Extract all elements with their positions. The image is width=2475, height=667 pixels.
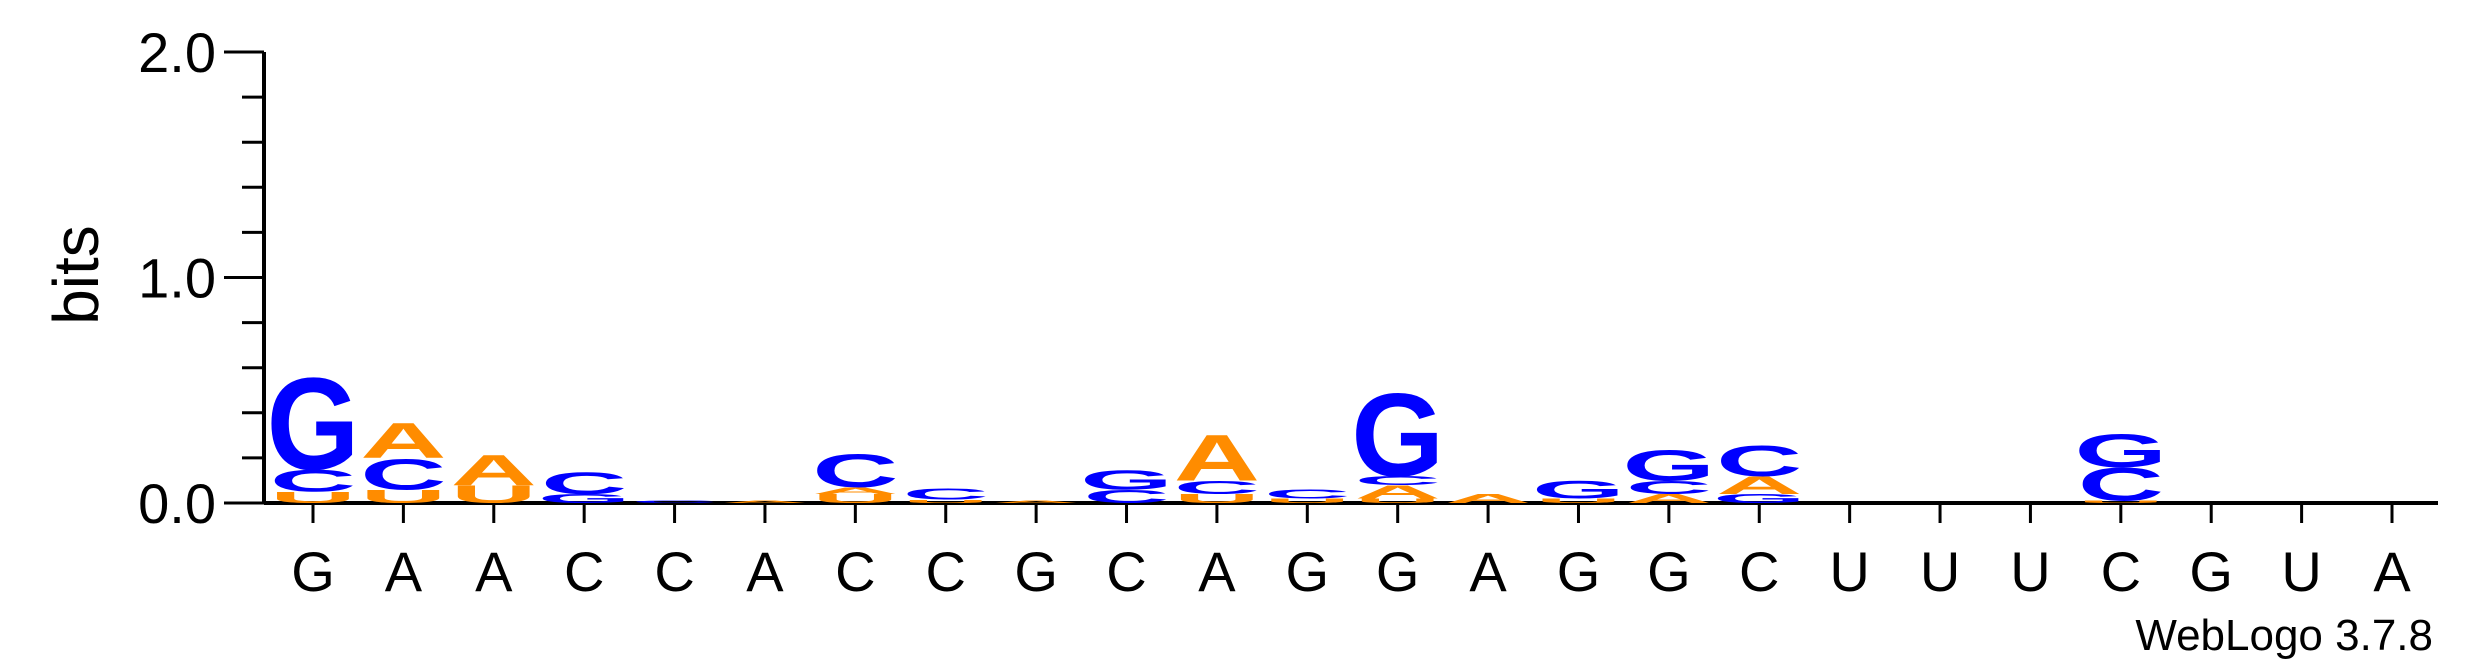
logo-glyph-c: C (1716, 437, 1802, 486)
position-label: G (1286, 540, 1330, 603)
logo-glyph-u: U (812, 492, 898, 506)
logo-glyph-u: U (451, 481, 537, 509)
position-label: G (1014, 540, 1058, 603)
y-tick-label: 2.0 (138, 21, 216, 84)
position-label: C (926, 540, 966, 603)
position-label: G (1557, 540, 1601, 603)
logo-glyph-c: C (1626, 477, 1712, 498)
y-axis-title: bits (40, 225, 112, 325)
position-label: U (1920, 540, 1960, 603)
logo-glyph-g: G (1532, 476, 1625, 504)
logo-glyph-c: C (2078, 459, 2164, 511)
logo-glyph-a: A (1445, 492, 1531, 506)
logo-glyph-u: U (1355, 497, 1441, 504)
position-label: A (1469, 540, 1507, 603)
logo-glyph-g: G (1351, 369, 1444, 502)
position-label: C (835, 540, 875, 603)
logo-glyph-c: C (541, 466, 627, 501)
logo-glyph-g: G (538, 492, 631, 506)
y-axis: 0.0 1.0 2.0 (138, 21, 266, 535)
logo-glyph-g: G (1713, 492, 1806, 506)
position-label: A (385, 540, 423, 603)
logo-glyph-c: C (903, 486, 989, 503)
position-label: U (2010, 540, 2050, 603)
logo-glyph-u: U (1264, 497, 1350, 504)
position-label: A (1198, 540, 1236, 603)
logo-glyph-u: U (270, 489, 356, 506)
position-label: C (2101, 540, 2141, 603)
logo-glyph-a: A (360, 413, 446, 469)
position-label: G (1647, 540, 1691, 603)
logo-glyph-a: A (1626, 492, 1712, 506)
position-label: A (475, 540, 513, 603)
logo-glyph-g: G (267, 350, 360, 498)
logo-glyph-u: U (360, 486, 446, 507)
logo-glyph-a: A (722, 500, 808, 503)
logo-glyph-a: A (1355, 482, 1441, 503)
logo-glyph-u: U (2078, 500, 2164, 503)
position-label: G (2189, 540, 2233, 603)
logo-glyph-c: C (1355, 474, 1441, 488)
logo-glyph-a: A (451, 446, 537, 495)
position-label: C (1739, 540, 1779, 603)
y-tick-label: 0.0 (138, 472, 216, 535)
logo-glyph-c: C (812, 445, 898, 497)
logo-glyph-c: C (360, 450, 446, 499)
position-label: U (1829, 540, 1869, 603)
position-label: C (564, 540, 604, 603)
weblogo-credit: WebLogo 3.7.8 (2135, 611, 2433, 660)
position-label: C (654, 540, 694, 603)
position-label: U (2281, 540, 2321, 603)
logo-glyph-a: A (812, 485, 898, 496)
logo-glyph-c: C (1264, 487, 1350, 501)
logo-glyph-c: C (1083, 486, 1169, 507)
y-tick-label: 1.0 (138, 247, 216, 310)
position-label: G (291, 540, 335, 603)
logo-glyph-g: G (2074, 425, 2167, 477)
position-label: C (1106, 540, 1146, 603)
position-label: G (1376, 540, 1420, 603)
logo-glyph-c: C (1174, 477, 1260, 498)
logo-glyph-c: C (270, 463, 356, 498)
logo-glyph-u: U (1174, 492, 1260, 506)
logo-glyph-g: G (1622, 441, 1715, 490)
logo-glyph-a: A (1716, 472, 1802, 500)
logo-glyph-u: U (1535, 497, 1621, 504)
logo-glyph-c: C (631, 500, 717, 503)
position-label: A (2373, 540, 2411, 603)
logo-glyph-a: A (1174, 422, 1260, 495)
logo-glyph-u: U (903, 499, 989, 504)
logo-glyph-a: A (993, 500, 1079, 503)
logo-glyph-g: G (1080, 464, 1173, 496)
position-label: A (746, 540, 784, 603)
